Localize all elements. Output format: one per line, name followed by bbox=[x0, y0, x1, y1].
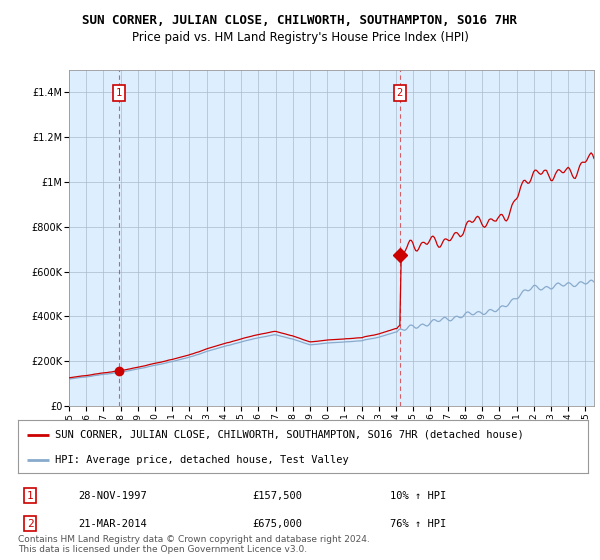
Text: 76% ↑ HPI: 76% ↑ HPI bbox=[390, 519, 446, 529]
Text: SUN CORNER, JULIAN CLOSE, CHILWORTH, SOUTHAMPTON, SO16 7HR (detached house): SUN CORNER, JULIAN CLOSE, CHILWORTH, SOU… bbox=[55, 430, 524, 440]
Text: Price paid vs. HM Land Registry's House Price Index (HPI): Price paid vs. HM Land Registry's House … bbox=[131, 31, 469, 44]
Text: HPI: Average price, detached house, Test Valley: HPI: Average price, detached house, Test… bbox=[55, 455, 349, 465]
Text: £675,000: £675,000 bbox=[252, 519, 302, 529]
Text: 1: 1 bbox=[116, 88, 122, 98]
Text: 1: 1 bbox=[26, 491, 34, 501]
Text: 2: 2 bbox=[397, 88, 403, 98]
Text: 28-NOV-1997: 28-NOV-1997 bbox=[78, 491, 147, 501]
Text: £157,500: £157,500 bbox=[252, 491, 302, 501]
Text: 10% ↑ HPI: 10% ↑ HPI bbox=[390, 491, 446, 501]
Text: 2: 2 bbox=[26, 519, 34, 529]
Text: Contains HM Land Registry data © Crown copyright and database right 2024.
This d: Contains HM Land Registry data © Crown c… bbox=[18, 535, 370, 554]
Text: 21-MAR-2014: 21-MAR-2014 bbox=[78, 519, 147, 529]
Text: SUN CORNER, JULIAN CLOSE, CHILWORTH, SOUTHAMPTON, SO16 7HR: SUN CORNER, JULIAN CLOSE, CHILWORTH, SOU… bbox=[83, 14, 517, 27]
